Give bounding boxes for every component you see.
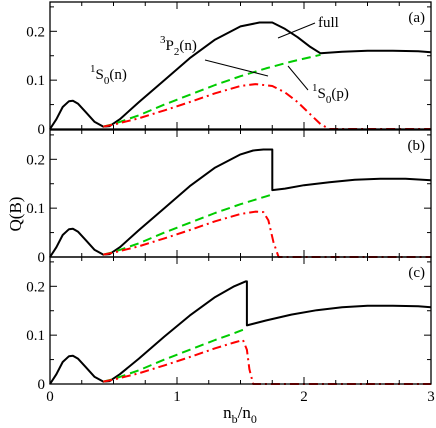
y-tick-label: 0 bbox=[38, 250, 46, 266]
y-tick-label: 0 bbox=[38, 377, 46, 393]
series-line-solid bbox=[49, 148, 432, 258]
y-tick-label: 0.1 bbox=[26, 201, 45, 217]
pointer-1s0p bbox=[287, 65, 309, 91]
panel-label: (c) bbox=[408, 265, 425, 281]
y-axis-title: Q(B) bbox=[6, 197, 25, 232]
y-tick-label: 0.2 bbox=[26, 152, 45, 168]
plot-frame bbox=[49, 256, 432, 385]
series-line-dashdot bbox=[103, 83, 431, 130]
x-tick-label: 0 bbox=[46, 389, 54, 405]
annotation-1s0-n: 1S0(n) bbox=[90, 63, 127, 87]
annotation-full: full bbox=[318, 15, 339, 31]
pointer-full bbox=[277, 22, 316, 39]
panel-label: (a) bbox=[408, 10, 425, 26]
series-line-dashed bbox=[103, 327, 248, 383]
annotation-pointers bbox=[204, 22, 316, 91]
panel-1: 0 0.1 0.2 (a) bbox=[26, 1, 432, 138]
pointer-3p2 bbox=[204, 59, 269, 77]
svg-text:full: full bbox=[318, 15, 339, 31]
series-line-dashed bbox=[103, 193, 273, 256]
y-tick-label: 0.1 bbox=[26, 328, 45, 344]
series-line-solid bbox=[49, 21, 432, 130]
y-tick-label: 0 bbox=[38, 122, 46, 138]
plot-frame bbox=[49, 1, 432, 130]
x-tick-label: 2 bbox=[300, 389, 308, 405]
annotation-1s0-p: 1S0(p) bbox=[312, 82, 349, 106]
y-tick-label: 0.2 bbox=[26, 24, 45, 40]
panels-group: 0 0.1 0.2 (a) 0 0.1 0.2 (b) 0 0.1 0.2 0 1 2 3 (c) bbox=[26, 1, 435, 405]
panel-label: (b) bbox=[408, 138, 426, 154]
y-tick-label: 0.1 bbox=[26, 73, 45, 89]
annotation-3p2-n: 3P2(n) bbox=[160, 34, 197, 58]
panel-3: 0 0.1 0.2 0 1 2 3 (c) bbox=[26, 256, 435, 405]
x-tick-label: 3 bbox=[427, 389, 435, 405]
x-tick-label: 1 bbox=[173, 389, 181, 405]
svg-text:1S0(p): 1S0(p) bbox=[312, 82, 349, 106]
svg-text:1S0(n): 1S0(n) bbox=[90, 63, 127, 87]
svg-text:3P2(n): 3P2(n) bbox=[160, 34, 197, 58]
panel-2: 0 0.1 0.2 (b) bbox=[26, 129, 432, 266]
x-axis-title: nb/n0 bbox=[223, 403, 257, 426]
y-tick-label: 0.2 bbox=[26, 279, 45, 295]
plot-frame bbox=[49, 129, 432, 258]
series-line-solid bbox=[49, 280, 432, 385]
series-line-dashed bbox=[103, 53, 321, 128]
